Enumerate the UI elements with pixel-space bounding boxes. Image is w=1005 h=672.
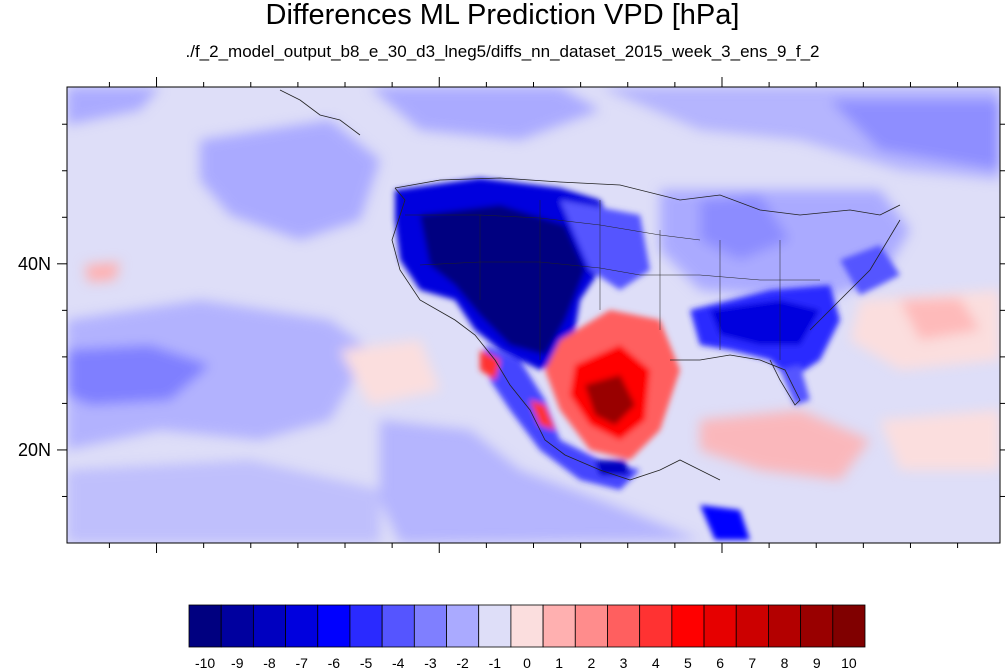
colorbar-box: [317, 604, 351, 648]
colorbar-label: 3: [620, 655, 628, 671]
colorbar-label: -6: [328, 655, 341, 671]
colorbar-box: [188, 604, 222, 648]
colorbar-box: [510, 604, 544, 648]
colorbar-labels: -10 -9 -8 -7 -6 -5 -4 -3 -2 -1 0 1 2 3 4 5 6 7 8 9 10: [195, 655, 857, 671]
colorbar-box: [607, 604, 641, 648]
chart-title: Differences ML Prediction VPD [hPa]: [265, 0, 740, 31]
colorbar-box: [832, 604, 866, 648]
y-tick-label: 20N: [18, 440, 51, 460]
colorbar-box: [703, 604, 737, 648]
colorbar-box: [671, 604, 705, 648]
colorbar-box: [542, 604, 576, 648]
colorbar-label: -2: [456, 655, 469, 671]
colorbar-box: [285, 604, 319, 648]
colorbar-box: [381, 604, 415, 648]
colorbar-label: 7: [748, 655, 756, 671]
colorbar-box: [413, 604, 447, 648]
colorbar-label: 6: [716, 655, 724, 671]
axis-labels: 150W120W90W20N40N: [18, 254, 51, 460]
colorbar-box: [768, 604, 802, 648]
colorbar-box: [252, 604, 286, 648]
colorbar-box: [800, 604, 834, 648]
colorbar-label: 5: [684, 655, 692, 671]
map-field: [67, 87, 1000, 543]
colorbar-label: 8: [781, 655, 789, 671]
map-plot: 150W120W90W20N40N: [18, 77, 1005, 553]
colorbar-box: [220, 604, 254, 648]
colorbar-box: [639, 604, 673, 648]
colorbar-label: -10: [195, 655, 215, 671]
colorbar-label: -9: [231, 655, 244, 671]
colorbar-label: 0: [523, 655, 531, 671]
colorbar-box: [478, 604, 512, 648]
axis-ticks: [57, 77, 1005, 553]
colorbar-label: -3: [424, 655, 437, 671]
colorbar-label: -1: [489, 655, 502, 671]
colorbar-box: [735, 604, 769, 648]
colorbar-box: [349, 604, 383, 648]
colorbar-label: -7: [295, 655, 308, 671]
colorbar-label: -5: [360, 655, 373, 671]
colorbar-boxes: [188, 604, 866, 648]
colorbar-box: [446, 604, 480, 648]
y-tick-label: 40N: [18, 254, 51, 274]
colorbar-label: 4: [652, 655, 660, 671]
colorbar-label: 9: [813, 655, 821, 671]
chart-subtitle: ./f_2_model_output_b8_e_30_d3_lneg5/diff…: [185, 42, 820, 61]
colorbar-label: -8: [263, 655, 276, 671]
colorbar-label: -4: [392, 655, 405, 671]
colorbar-label: 2: [587, 655, 595, 671]
colorbar-label: 1: [555, 655, 563, 671]
colorbar-label: 10: [841, 655, 857, 671]
colorbar-box: [574, 604, 608, 648]
